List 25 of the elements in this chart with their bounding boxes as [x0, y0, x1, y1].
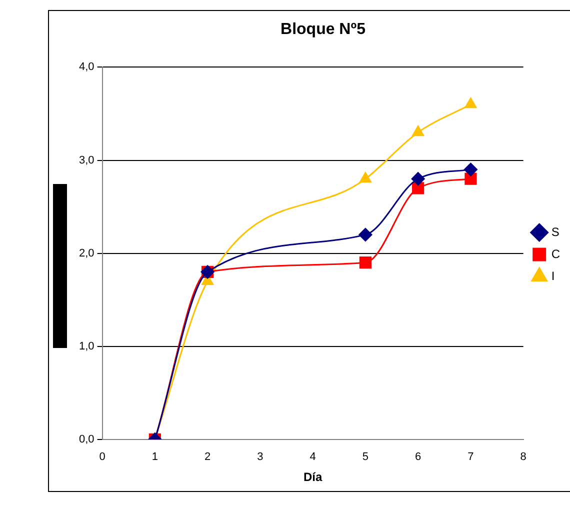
y-tick-label: 0,0: [78, 433, 94, 446]
point: [411, 172, 425, 186]
legend-label: I: [551, 268, 555, 283]
x-tick-label: 0: [99, 451, 106, 464]
y-tick-label: 2,0: [78, 247, 94, 260]
chart-title: Bloque Nº5: [280, 21, 366, 38]
x-tick-label: 5: [362, 451, 369, 464]
point: [359, 256, 372, 269]
point: [359, 172, 372, 183]
legend-label: C: [551, 246, 560, 261]
x-tick-label: 6: [415, 451, 422, 464]
point: [358, 228, 372, 242]
x-tick-label: 7: [468, 451, 474, 464]
x-tick-label: 3: [257, 451, 264, 464]
y-tick-label: 4,0: [78, 61, 94, 74]
point: [464, 172, 477, 185]
point: [464, 162, 478, 176]
x-tick-label: 4: [310, 451, 316, 464]
x-tick-label: 8: [520, 451, 526, 464]
y-tick-label: 3,0: [78, 154, 94, 166]
y-tick-label: 1,0: [78, 340, 94, 352]
x-tick-label: 2: [204, 451, 211, 464]
x-tick-label: 1: [152, 451, 158, 464]
legend-label: S: [551, 224, 560, 239]
x-axis-title: Día: [303, 470, 322, 484]
